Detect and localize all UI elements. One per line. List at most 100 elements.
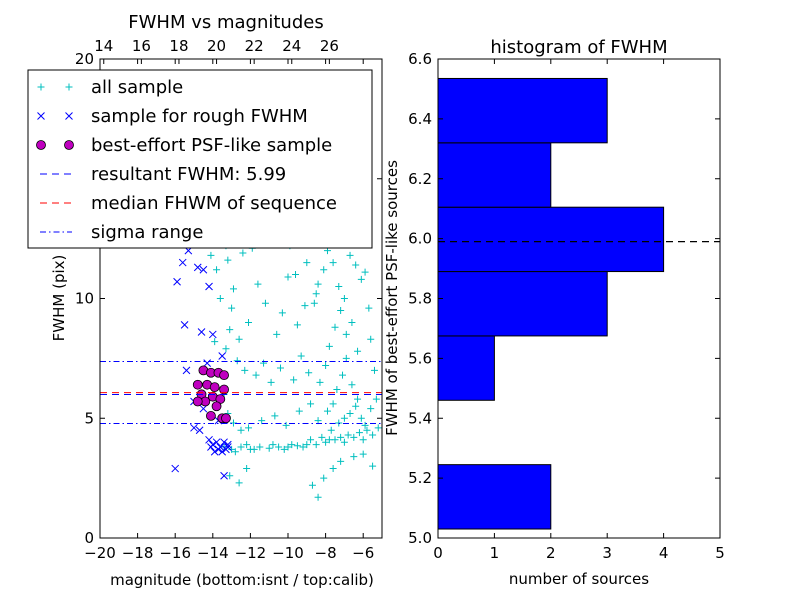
data-point-circle <box>209 382 220 393</box>
data-point-plus <box>333 386 341 394</box>
legend-marker-swatch <box>65 83 73 91</box>
histogram-bar <box>437 206 665 273</box>
y-tick-label: 5.0 <box>408 529 432 547</box>
data-point-plus <box>350 433 358 441</box>
legend-marker-swatch <box>36 140 46 150</box>
data-point-plus <box>293 321 301 329</box>
data-point-plus <box>348 381 356 389</box>
data-point-circle <box>221 413 231 424</box>
data-point-plus <box>312 441 320 449</box>
histogram-bar <box>437 271 608 337</box>
left-bottom-ticks: −20 −18 −16 −14 −12 −10 −8 −6 <box>84 59 374 562</box>
data-point-circle <box>206 410 216 421</box>
data-point-crcircless <box>218 352 227 360</box>
right-x-axis-label: number of sources <box>509 570 649 588</box>
bottom-tick-label: −18 <box>122 544 154 562</box>
data-point-crcircless <box>220 471 228 480</box>
data-point-crcircless <box>182 366 191 375</box>
legend-label: median FHWM of sequence <box>91 193 337 214</box>
top-tick-label: 22 <box>245 37 264 55</box>
data-point-crcircless <box>193 263 202 272</box>
y-tick-label: 6.4 <box>408 110 432 128</box>
data-point-plus <box>211 338 219 346</box>
data-point-plus <box>342 354 350 362</box>
histogram-bar <box>437 77 608 144</box>
data-point-plus <box>352 261 360 269</box>
top-tick-label: 24 <box>282 37 301 55</box>
data-point-plus <box>337 433 345 441</box>
data-point-plus <box>312 290 320 298</box>
data-point-plus <box>354 395 362 403</box>
top-tick-label: 20 <box>207 37 226 55</box>
data-point-plus <box>241 366 249 374</box>
y-tick-label: 6.6 <box>408 50 432 68</box>
data-point-plus <box>339 371 347 379</box>
data-point-plus <box>340 414 348 422</box>
data-point-plus <box>297 352 305 360</box>
right-y-ticks: 5.0 5.2 5.4 5.6 5.8 6.0 6.2 6.4 6.6 <box>408 50 720 547</box>
x-tick-label: 2 <box>546 544 556 562</box>
data-point-plus <box>295 407 303 415</box>
legend-entry: sample for rough FWHM <box>37 106 308 127</box>
data-point-plus <box>243 441 251 449</box>
histogram-bar <box>437 142 552 208</box>
data-point-plus <box>348 318 356 326</box>
data-point-plus <box>325 342 333 350</box>
data-point-plus <box>250 445 258 453</box>
legend-entry: all sample <box>37 77 183 98</box>
legend-label: all sample <box>91 77 183 98</box>
data-point-plus <box>265 444 273 452</box>
data-point-plus <box>293 442 301 450</box>
data-point-plus <box>357 414 365 422</box>
data-point-plus <box>370 366 378 374</box>
data-point-plus <box>320 474 328 482</box>
data-point-plus <box>308 481 316 489</box>
data-point-crcircless <box>205 282 213 291</box>
data-point-plus <box>207 251 215 259</box>
bottom-tick-label: −12 <box>235 544 267 562</box>
top-tick-label: 16 <box>132 37 151 55</box>
data-point-plus <box>256 443 264 451</box>
bottom-tick-label: −6 <box>352 544 374 562</box>
data-point-crcircless <box>178 258 187 267</box>
data-point-crcircless <box>199 265 208 274</box>
data-point-plus <box>254 280 262 288</box>
legend-marker-swatch <box>37 112 45 120</box>
data-point-crcircless <box>212 438 221 447</box>
legend-label: sigma range <box>91 222 203 243</box>
y-tick-label: 0 <box>84 529 94 547</box>
data-point-plus <box>316 378 324 386</box>
data-point-plus <box>269 441 277 449</box>
data-point-plus <box>226 472 234 480</box>
data-point-plus <box>329 400 337 408</box>
data-point-plus <box>314 417 322 425</box>
data-point-plus <box>222 345 230 353</box>
data-point-plus <box>361 268 369 276</box>
data-point-plus <box>320 266 328 274</box>
data-point-crcircless <box>218 447 227 456</box>
data-point-plus <box>352 402 360 410</box>
x-tick-label: 4 <box>659 544 669 562</box>
legend-marker-swatch <box>37 83 45 91</box>
data-point-circle <box>219 384 229 395</box>
left-chart-title: FWHM vs magnitudes <box>128 12 323 33</box>
data-point-plus <box>224 256 232 264</box>
data-point-plus <box>355 429 363 437</box>
data-point-plus <box>303 259 311 267</box>
data-point-plus <box>340 438 348 446</box>
data-point-plus <box>323 407 331 415</box>
legend-entry: best-effort PSF-like sample <box>36 135 332 156</box>
data-point-plus <box>346 251 354 259</box>
data-point-plus <box>310 299 318 307</box>
right-plot-area <box>437 77 720 530</box>
data-point-plus <box>322 362 330 370</box>
right-x-ticks: 0 1 2 3 4 5 <box>433 59 725 562</box>
left-marks <box>100 235 382 501</box>
y-tick-label: 5 <box>84 409 94 427</box>
data-point-plus <box>275 443 283 451</box>
y-tick-label: 20 <box>75 50 94 68</box>
data-point-plus <box>301 302 309 310</box>
data-point-plus <box>226 326 234 334</box>
data-point-plus <box>374 424 382 432</box>
